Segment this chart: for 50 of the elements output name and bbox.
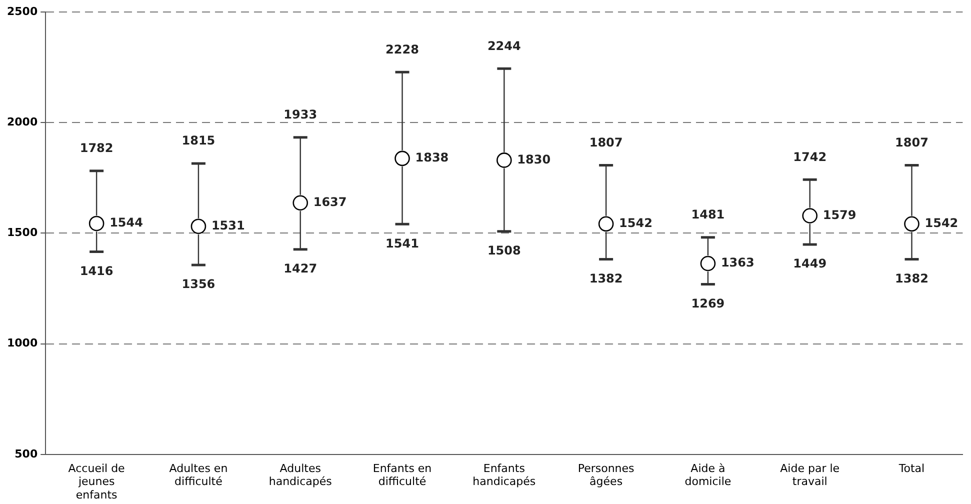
annotation: 1933 bbox=[284, 108, 318, 122]
data-label: 1830 bbox=[517, 152, 551, 166]
annotation: 1508 bbox=[487, 244, 521, 258]
annotation: 1481 bbox=[691, 208, 725, 222]
annotation: 2228 bbox=[386, 42, 419, 56]
annotation: 1416 bbox=[80, 264, 114, 278]
data-label: 1579 bbox=[822, 208, 856, 222]
point bbox=[598, 216, 614, 232]
annotation: 1815 bbox=[182, 134, 216, 148]
x-tick-label: Enfants en difficulté bbox=[372, 462, 432, 488]
annotation: 1382 bbox=[589, 271, 623, 286]
point bbox=[190, 218, 206, 234]
data-label: 1363 bbox=[720, 256, 754, 270]
point bbox=[904, 216, 920, 232]
annotation: 1382 bbox=[895, 271, 928, 286]
annotation: 1782 bbox=[80, 140, 114, 155]
y-tick-label: 1500 bbox=[6, 226, 38, 240]
x-tick-label: Aide par le travail bbox=[780, 462, 840, 488]
point bbox=[292, 195, 308, 211]
x-tick-label: Total bbox=[898, 462, 925, 475]
data-label: 1531 bbox=[211, 218, 245, 232]
data-label: 1542 bbox=[924, 216, 958, 230]
annotation: 1541 bbox=[386, 236, 419, 250]
annotation: 1742 bbox=[793, 150, 827, 164]
y-tick-label: 2500 bbox=[6, 4, 38, 18]
point bbox=[496, 152, 512, 168]
data-label: 1637 bbox=[313, 195, 347, 210]
data-label: 1544 bbox=[110, 216, 143, 230]
annotation: 1807 bbox=[895, 135, 928, 150]
x-tick-label: Adultes en difficulté bbox=[169, 462, 228, 488]
data-label: 1838 bbox=[415, 150, 449, 165]
x-tick-label: Aide à domicile bbox=[684, 462, 732, 488]
x-tick-label: Enfants handicapés bbox=[472, 462, 536, 488]
point bbox=[700, 256, 716, 272]
annotation: 1807 bbox=[589, 135, 623, 150]
annotation: 1427 bbox=[284, 261, 318, 276]
x-tick-label: Accueil de jeunes enfants bbox=[68, 462, 126, 502]
point bbox=[802, 208, 818, 224]
point bbox=[394, 150, 410, 166]
y-tick-label: 500 bbox=[14, 447, 38, 460]
y-tick-label: 2000 bbox=[6, 115, 38, 128]
y-tick-label: 1000 bbox=[6, 336, 38, 350]
data-label: 1542 bbox=[619, 216, 652, 230]
x-tick-label: Adultes handicapés bbox=[268, 462, 332, 488]
annotation: 2244 bbox=[487, 38, 521, 53]
x-tick-label: Personnes âgées bbox=[578, 462, 635, 488]
point bbox=[88, 216, 104, 232]
annotation: 1356 bbox=[182, 277, 216, 292]
annotation: 1269 bbox=[691, 296, 725, 310]
annotation: 1449 bbox=[793, 256, 827, 271]
